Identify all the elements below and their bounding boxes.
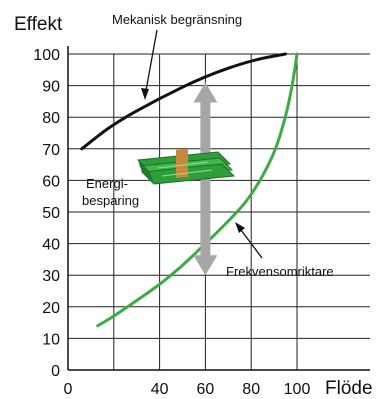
saving-arrow-head-up <box>193 82 218 103</box>
y-tick-label-9: 90 <box>42 79 60 96</box>
grid <box>68 53 370 370</box>
vfd-pointer-head <box>235 222 245 233</box>
series-line-0 <box>80 52 288 151</box>
x-tick-label-3: 60 <box>197 381 215 398</box>
y-tick-label-6: 60 <box>42 173 60 190</box>
mechanical-limit-label: Mekanisk begränsning <box>112 12 242 27</box>
x-tick-label-0: 0 <box>64 381 73 398</box>
y-tick-label-2: 20 <box>42 300 60 317</box>
y-tick-label-1: 10 <box>42 331 60 348</box>
y-tick-label-8: 80 <box>42 110 60 127</box>
saving-arrow-head-down <box>193 255 218 276</box>
energy-saving-label-line1: Energi- <box>86 176 128 191</box>
vfd-label: Frekvensomriktare <box>226 264 334 279</box>
energy-saving-label-line2: besparing <box>82 193 139 208</box>
tick-labels: 0 10 20 30 40 50 60 70 80 90 100 0 40 60 80 100 <box>33 47 310 398</box>
y-axis-title: Effekt <box>14 14 63 35</box>
y-tick-label-7: 70 <box>42 142 60 159</box>
x-axis-title: Flöde <box>325 378 373 399</box>
x-tick-label-4: 80 <box>242 381 260 398</box>
y-tick-label-0: 0 <box>51 363 60 380</box>
mechanical-limit-pointer-head <box>141 88 149 100</box>
y-tick-label-5: 50 <box>42 205 60 222</box>
y-tick-label-4: 40 <box>42 237 60 254</box>
y-tick-label-10: 100 <box>33 47 60 64</box>
vfd-pointer <box>237 225 263 259</box>
x-tick-label-2: 40 <box>151 381 169 398</box>
mechanical-limit-pointer <box>144 29 158 97</box>
y-tick-label-3: 30 <box>42 268 60 285</box>
x-tick-label-5: 100 <box>284 381 311 398</box>
money-bundle-icon <box>136 148 236 185</box>
axes <box>67 46 370 371</box>
